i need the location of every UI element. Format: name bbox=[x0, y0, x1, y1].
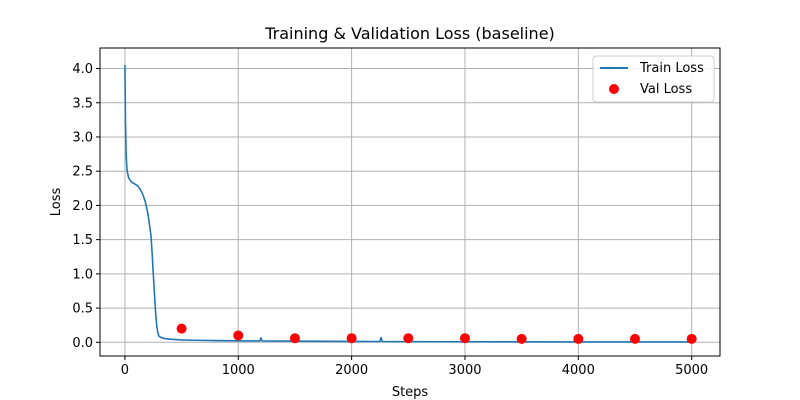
y-tick-label: 0.5 bbox=[72, 302, 93, 317]
val-loss-point bbox=[516, 333, 527, 344]
x-tick-label: 4000 bbox=[562, 363, 595, 378]
val-loss-point bbox=[629, 333, 640, 344]
y-tick-label: 3.5 bbox=[72, 96, 93, 111]
plot-frame bbox=[99, 47, 721, 357]
legend-val-loss-swatch bbox=[609, 84, 619, 94]
y-tick-label: 3.0 bbox=[72, 130, 93, 145]
y-tick-label: 1.0 bbox=[72, 267, 93, 282]
train-loss-line bbox=[124, 65, 692, 343]
x-tick-label: 3000 bbox=[448, 363, 481, 378]
y-tick-label: 2.5 bbox=[72, 165, 93, 180]
chart-title: Training & Validation Loss (baseline) bbox=[264, 24, 555, 43]
x-axis-label: Steps bbox=[392, 385, 429, 400]
legend: Train Loss Val Loss bbox=[592, 55, 715, 103]
val-loss-point bbox=[459, 333, 470, 344]
x-tick-label: 1000 bbox=[222, 363, 255, 378]
x-tick-label: 5000 bbox=[675, 363, 708, 378]
y-tick-label: 2.0 bbox=[72, 199, 93, 214]
val-loss-point bbox=[289, 333, 300, 344]
y-tick-label: 0.0 bbox=[72, 336, 93, 351]
val-loss-point bbox=[686, 333, 697, 344]
legend-train-loss-label: Train Loss bbox=[639, 61, 704, 76]
val-loss-point bbox=[403, 333, 414, 344]
legend-val-loss-label: Val Loss bbox=[640, 82, 692, 97]
x-tick-label: 0 bbox=[121, 363, 129, 378]
y-axis-label: Loss bbox=[49, 188, 64, 217]
x-tick-label: 2000 bbox=[335, 363, 368, 378]
axis-ticks: 0 1000 2000 3000 4000 5000 0.0 0.5 1.0 1.5 2.0 2.5 3… bbox=[72, 62, 708, 378]
val-loss-point bbox=[233, 330, 244, 341]
y-tick-label: 4.0 bbox=[72, 62, 93, 77]
val-loss-point bbox=[176, 323, 187, 334]
val-loss-point bbox=[573, 333, 584, 344]
val-loss-point bbox=[346, 333, 357, 344]
plot-series bbox=[124, 65, 697, 344]
y-tick-label: 1.5 bbox=[72, 233, 93, 248]
